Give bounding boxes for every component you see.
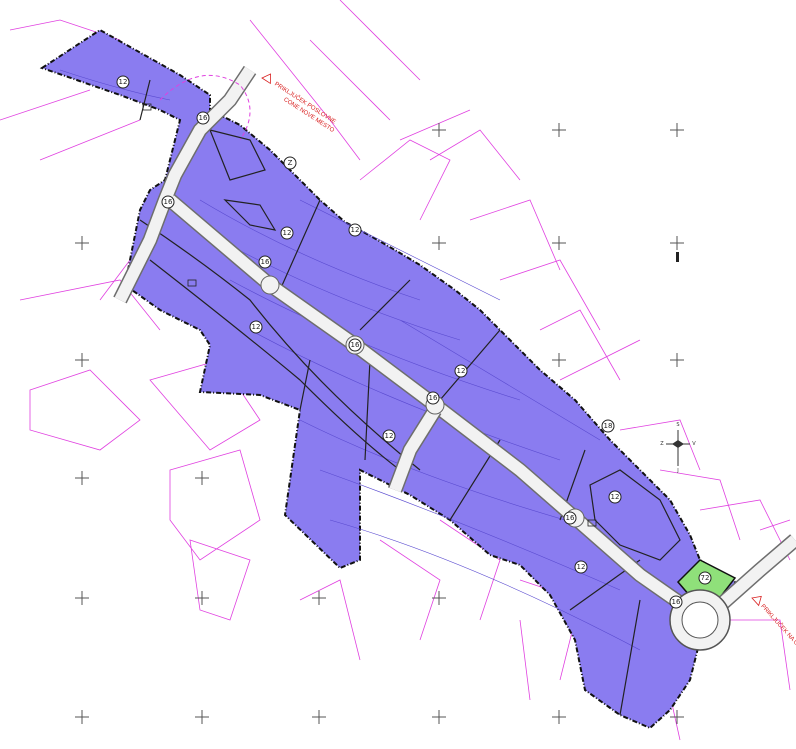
nw-note-line1: PRIKLJUČEK POSLOVNE: [273, 81, 337, 126]
grid-cross: [552, 353, 566, 367]
zone-badges: 12 12 12 12 12 12 12 12 16 16 16 16 16 1…: [0, 0, 712, 609]
zone-badge-label: 16: [351, 341, 360, 349]
zone-badge: 18: [0, 0, 4, 4]
grid-cross: [75, 471, 89, 485]
zone-badge-label: 16: [566, 514, 575, 522]
zone-badge-label: 12: [611, 493, 620, 501]
zone-badge-label: 16: [164, 198, 173, 206]
zone-badge: 16: [196, 111, 210, 125]
warning-triangle-icon: [261, 73, 271, 85]
grid-cross: [195, 471, 209, 485]
roundabout-island: [681, 601, 719, 639]
branch-road: [389, 406, 441, 493]
grid-cross: [432, 236, 446, 250]
grid-cross: [195, 591, 209, 605]
grid-cross: [432, 591, 446, 605]
grid-cross: [670, 710, 684, 724]
grid-cross: [75, 710, 89, 724]
zone-badge: 12: [454, 364, 468, 378]
grid-cross: [670, 123, 684, 137]
zone-badge: 12: [608, 490, 622, 504]
building-marker-icon: [587, 519, 597, 527]
compass-star-icon: [672, 440, 684, 448]
zone-badge-label: Z: [288, 159, 293, 167]
compass-east: V: [692, 441, 696, 447]
grid-cross: [312, 591, 326, 605]
access-road: [114, 66, 255, 303]
intersection-circle: [260, 275, 280, 295]
zone-badge-label: 12: [252, 323, 261, 331]
warning-triangle-icon: [751, 595, 762, 607]
grid-cross: [670, 236, 684, 250]
compass-south: J: [676, 468, 678, 474]
zone-badge-label: 18: [604, 422, 613, 430]
building-marker-icon: [142, 103, 152, 111]
grid-cross: [552, 236, 566, 250]
zone-badge-label: 12: [457, 367, 466, 375]
zone-badge-label: 12: [577, 563, 586, 571]
zone-badge: 12: [574, 560, 588, 574]
zone-badge-label: 16: [429, 394, 438, 402]
se-connection-note: PRIKLJUČEK NA OBSTOJEČO CESTO: [751, 595, 796, 688]
zone-badge: 12: [382, 429, 396, 443]
zone-badge: 12: [280, 226, 294, 240]
se-note-text: PRIKLJUČEK NA OBSTOJEČO CESTO: [759, 603, 796, 688]
building-marker-icon: [187, 279, 197, 287]
compass-west: Z: [660, 441, 664, 447]
grid-cross: [75, 236, 89, 250]
grid-crosses: [75, 123, 684, 724]
zone-badge-label: 16: [261, 258, 270, 266]
grid-cross: [312, 710, 326, 724]
zone-badge-label: 12: [385, 432, 394, 440]
zone-badge-label: 16: [199, 114, 208, 122]
zone-badge: 16: [563, 511, 577, 525]
zone-badge: 16: [161, 195, 175, 209]
zone-badge: Z: [283, 156, 297, 170]
grid-cross: [432, 123, 446, 137]
grid-cross: [195, 710, 209, 724]
grid-cross: [552, 710, 566, 724]
grid-cross: [432, 710, 446, 724]
zone-badge: 12: [116, 75, 130, 89]
main-road: [166, 195, 694, 615]
subdivision-lines: [139, 79, 681, 716]
grid-cross: [552, 123, 566, 137]
roads: [113, 65, 796, 651]
zone-badge: 16: [348, 338, 362, 352]
zone-badge: 16: [669, 595, 683, 609]
zone-badge-label: 12: [283, 229, 292, 237]
zone-badge-label: 12: [119, 78, 128, 86]
zone-badge: 72: [698, 571, 712, 585]
zone-badge: 12: [249, 320, 263, 334]
terrain-contours: [59, 69, 641, 651]
protection-zone-arc: [159, 74, 251, 141]
grid-cross: [75, 591, 89, 605]
zone-badge-label: 72: [701, 574, 710, 582]
grid-cross: [670, 353, 684, 367]
zone-badge: 18: [601, 419, 615, 433]
zone-badge-label: 12: [351, 226, 360, 234]
nw-connection-note: PRIKLJUČEK POSLOVNE CONE NOVE MESTO: [261, 73, 337, 134]
grid-cross: [75, 353, 89, 367]
benchmark-marker-icon: [676, 252, 679, 262]
zone-badge: 16: [258, 255, 272, 269]
zone-badge: 16: [426, 391, 440, 405]
zone-badge: 12: [348, 223, 362, 237]
compass-north: S: [676, 422, 679, 428]
survey-marks: [142, 103, 679, 527]
exit-road: [711, 535, 796, 615]
zone-badge-label: 16: [672, 598, 681, 606]
compass-rose: S Z V J: [660, 422, 696, 474]
